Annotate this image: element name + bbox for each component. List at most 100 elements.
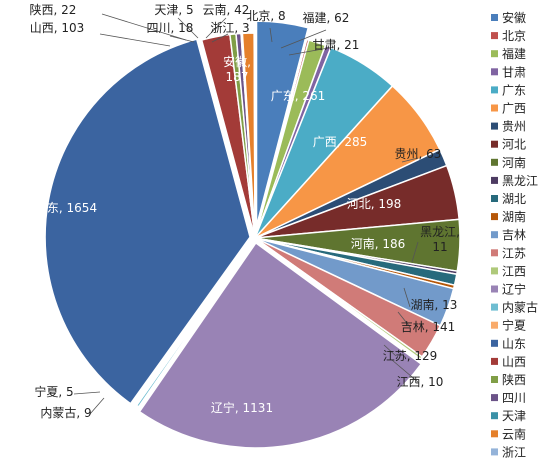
slice-label-湖南: 湖南, 13 (411, 297, 458, 312)
leader-line-云南 (205, 17, 227, 39)
slice-label-广东: 广东, 261 (271, 89, 326, 103)
slice-label-内蒙古: 内蒙古, 9 (40, 405, 91, 420)
slice-label-河北: 河北, 198 (347, 197, 402, 211)
leader-line-四川 (169, 35, 195, 43)
legend-swatch-天津 (491, 412, 498, 420)
leader-line-天津 (177, 17, 199, 39)
legend-swatch-江苏 (491, 249, 498, 257)
legend-label-贵州: 贵州 (502, 120, 526, 134)
pie-slice-宁夏 (134, 237, 256, 407)
slice-label-贵州: 贵州, 63 (395, 147, 442, 161)
slice-label-安徽: 安徽, 187 (223, 54, 251, 84)
legend-label-北京: 北京 (502, 29, 526, 43)
legend-swatch-河南 (491, 158, 498, 166)
legend-label-辽宁: 辽宁 (502, 282, 526, 297)
legend-label-浙江: 浙江 (502, 445, 526, 459)
slice-label-云南: 云南, 42 (203, 2, 250, 17)
leader-line-北京 (269, 27, 273, 43)
pie-slices (44, 20, 461, 449)
slice-label-北京: 北京, 8 (246, 9, 285, 23)
legend-label-陕西: 陕西 (502, 372, 526, 387)
slice-label-陕西: 陕西, 22 (30, 2, 77, 17)
leader-line-黑龙江 (411, 241, 419, 263)
slice-labels: 安徽, 187 北京, 8 福建, 62 甘肃, 21 广东, 261 广西, 285 贵州,… (30, 2, 460, 420)
pie-slice-辽宁 (138, 241, 423, 449)
legend-label-江西: 江西 (502, 264, 526, 278)
legend-swatch-湖北 (491, 195, 498, 202)
legend-swatch-甘肃 (491, 68, 498, 76)
leader-line-山西 (99, 33, 171, 47)
leader-line-江西 (391, 359, 419, 383)
legend-swatch-河北 (491, 140, 498, 148)
legend-label-河南: 河南 (502, 155, 526, 170)
legend-label-安徽: 安徽 (502, 10, 526, 25)
legend-label-四川: 四川 (502, 391, 526, 405)
legend-label-广东: 广东 (502, 83, 526, 97)
leader-line-陕西 (101, 13, 187, 41)
slice-label-天津: 天津, 5 (154, 3, 193, 17)
slice-label-江西: 江西, 10 (397, 375, 444, 389)
legend-label-山东: 山东 (502, 337, 526, 351)
legend-swatch-福建 (491, 50, 498, 58)
leader-line-湖南 (403, 287, 411, 308)
slice-label-福建: 福建, 62 (303, 10, 350, 25)
legend: 安徽北京福建甘肃广东广西贵州河北河南黑龙江湖北湖南吉林江苏江西辽宁内蒙古宁夏山东… (491, 10, 538, 459)
legend-swatch-湖南 (491, 213, 498, 221)
legend-swatch-北京 (491, 32, 498, 40)
legend-swatch-广东 (491, 86, 498, 94)
slice-label-山东: 山东, 1654 (35, 201, 97, 215)
legend-swatch-辽宁 (491, 285, 498, 293)
leader-line-内蒙古 (89, 397, 105, 415)
legend-swatch-内蒙古 (491, 303, 498, 311)
slice-label-宁夏: 宁夏, 5 (34, 384, 73, 399)
legend-swatch-江西 (491, 267, 498, 275)
leader-line-宁夏 (73, 391, 101, 395)
legend-swatch-陕西 (491, 376, 498, 383)
slice-label-广西: 广西, 285 (313, 135, 368, 149)
legend-swatch-山西 (491, 357, 498, 365)
leader-line-浙江 (211, 33, 229, 43)
legend-swatch-云南 (491, 430, 498, 438)
legend-swatch-贵州 (491, 122, 498, 130)
legend-label-河北: 河北 (502, 138, 526, 152)
pie-slice-江西 (254, 237, 424, 361)
legend-swatch-四川 (491, 394, 498, 402)
pie-slice-山东 (44, 38, 251, 405)
leader-line-江苏 (383, 344, 397, 357)
legend-swatch-广西 (491, 104, 498, 112)
slice-label-山西: 山西, 103 (30, 21, 85, 35)
slice-label-四川: 四川, 18 (147, 21, 194, 35)
legend-swatch-浙江 (491, 448, 498, 456)
legend-label-天津: 天津 (502, 409, 526, 423)
legend-label-内蒙古: 内蒙古 (502, 300, 538, 315)
slice-label-江苏: 江苏, 129 (383, 349, 438, 363)
legend-label-湖北: 湖北 (502, 191, 526, 206)
leader-line-甘肃 (288, 46, 335, 56)
slice-label-甘肃: 甘肃, 21 (313, 38, 360, 52)
legend-label-吉林: 吉林 (502, 228, 526, 242)
legend-swatch-山东 (491, 339, 498, 347)
slice-label-浙江: 浙江, 3 (210, 21, 249, 35)
legend-label-云南: 云南 (502, 426, 526, 441)
legend-label-黑龙江: 黑龙江 (502, 174, 538, 188)
legend-label-宁夏: 宁夏 (502, 318, 526, 333)
pie-slice-安徽 (255, 20, 310, 227)
legend-swatch-宁夏 (491, 321, 498, 329)
legend-swatch-黑龙江 (491, 176, 498, 184)
slice-label-吉林: 吉林, 141 (401, 320, 456, 334)
leader-line-福建 (280, 29, 327, 49)
legend-label-福建: 福建 (502, 46, 526, 61)
slice-label-辽宁: 辽宁, 1131 (211, 400, 273, 415)
legend-label-广西: 广西 (502, 102, 526, 116)
slice-label-黑龙江: 黑龙江, 11 (420, 225, 460, 254)
legend-label-山西: 山西 (502, 355, 526, 369)
legend-label-湖南: 湖南 (502, 209, 526, 224)
legend-label-江苏: 江苏 (502, 246, 526, 260)
slice-label-河南: 河南, 186 (351, 236, 406, 251)
legend-swatch-安徽 (491, 14, 498, 21)
legend-label-甘肃: 甘肃 (502, 65, 526, 79)
legend-swatch-吉林 (491, 231, 498, 239)
pie-slice-浙江 (253, 32, 256, 239)
leader-lines (73, 13, 419, 415)
